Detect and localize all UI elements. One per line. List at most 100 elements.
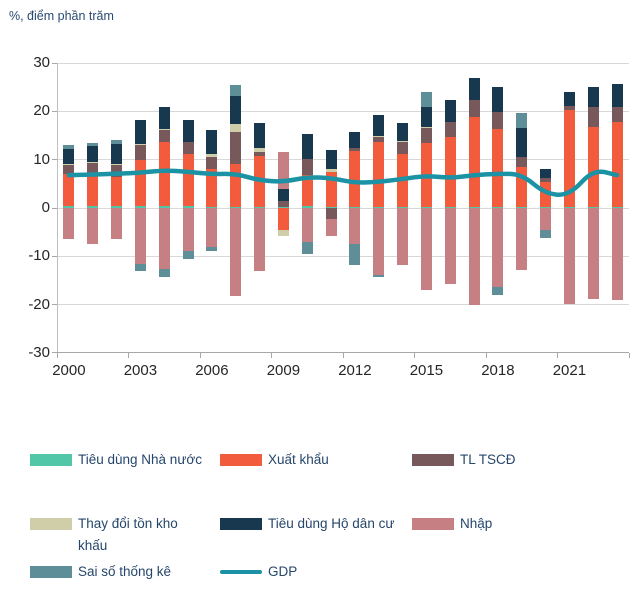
bar-segment: [563, 208, 575, 304]
gridline: [57, 62, 629, 64]
y-axis: [57, 63, 58, 358]
y-axis-tick: [52, 159, 57, 161]
bar-segment: [182, 120, 194, 142]
bar-segment: [397, 208, 409, 266]
bar-segment: [373, 135, 385, 137]
y-axis-label: 0: [41, 199, 50, 216]
bar-segment: [301, 205, 313, 208]
bar-segment: [373, 206, 385, 208]
x-axis-tick: [56, 352, 58, 358]
bar-segment: [611, 208, 623, 301]
bar-segment: [516, 156, 528, 167]
bar-segment: [397, 141, 409, 143]
bar-segment: [111, 139, 123, 145]
x-axis-tick: [628, 352, 630, 358]
bar-segment: [111, 208, 123, 239]
bar-segment: [301, 158, 313, 175]
bar-segment: [587, 87, 599, 107]
bar-segment: [87, 162, 99, 174]
legend-label: Thay đổi tồn kho khấu: [78, 516, 178, 553]
bar-segment: [516, 128, 528, 157]
bar-segment: [158, 106, 170, 129]
legend: Tiêu dùng Nhà nước Xuất khẩu TL TSCĐ Thay đ…: [0, 440, 640, 602]
bar-segment: [325, 172, 337, 207]
bar-segment: [420, 126, 432, 129]
bar-segment: [397, 206, 409, 208]
bar-segment: [87, 173, 99, 207]
bar-segment: [492, 129, 504, 207]
bar-segment: [301, 208, 313, 242]
legend-label: TL TSCĐ: [460, 452, 516, 467]
bar-segment: [420, 206, 432, 208]
bar-segment: [540, 177, 552, 183]
bar-segment: [230, 84, 242, 96]
bar-segment: [516, 113, 528, 129]
bar-segment: [182, 206, 194, 208]
x-axis-tick: [557, 352, 558, 358]
bar-segment: [63, 206, 75, 208]
bar-segment: [134, 263, 146, 271]
bar-segment: [540, 168, 552, 178]
bar-segment: [277, 152, 289, 190]
bar-segment: [134, 145, 146, 161]
bar-segment: [325, 219, 337, 237]
bar-segment: [349, 206, 361, 208]
bar-segment: [420, 106, 432, 127]
y-axis-tick: [52, 352, 57, 354]
legend-label: Sai số thống kê: [78, 564, 172, 579]
bar-segment: [158, 141, 170, 207]
bar-segment: [468, 78, 480, 101]
y-axis-tick: [52, 255, 57, 257]
bar-segment: [540, 230, 552, 239]
y-axis-tick: [52, 304, 57, 306]
legend-swatch: [220, 518, 262, 530]
gridline: [57, 159, 629, 161]
bar-segment: [373, 115, 385, 136]
bar-segment: [254, 156, 266, 207]
y-axis-tick: [52, 207, 57, 209]
bar-segment: [206, 153, 218, 158]
bar-segment: [182, 153, 194, 207]
bar-segment: [230, 131, 242, 164]
bar-segment: [206, 168, 218, 207]
bar-segment: [63, 174, 75, 207]
x-axis-label: 2000: [52, 361, 86, 379]
x-axis-tick: [271, 352, 272, 358]
bar-segment: [420, 128, 432, 144]
y-axis-tick: [52, 62, 57, 64]
x-axis-label: 2003: [123, 361, 158, 379]
x-axis-tick: [485, 352, 487, 358]
bar-segment: [444, 121, 456, 137]
bar-segment: [63, 163, 75, 165]
bar-segment: [563, 110, 575, 207]
bar-segment: [492, 206, 504, 208]
bar-segment: [611, 107, 623, 123]
bar-segment: [444, 208, 456, 284]
bar-segment: [230, 208, 242, 296]
bar-segment: [301, 241, 313, 254]
bar-segment: [563, 92, 575, 106]
legend-swatch: [30, 454, 72, 466]
legend-swatch: [30, 566, 72, 578]
bar-segment: [420, 92, 432, 107]
legend-label: GDP: [268, 564, 298, 579]
legend-label: Tiêu dùng Nhà nước: [78, 452, 202, 467]
bar-segment: [158, 129, 170, 142]
bar-segment: [492, 208, 504, 287]
bar-segment: [492, 87, 504, 112]
bar-segment: [349, 132, 361, 148]
bar-segment: [206, 206, 218, 208]
bar-segment: [87, 142, 99, 146]
bar-segment: [468, 208, 480, 306]
bar-segment: [254, 147, 266, 153]
bar-segment: [444, 206, 456, 208]
x-axis-label: 2018: [481, 361, 515, 379]
legend-label: Tiêu dùng Hộ dân cư: [268, 516, 395, 531]
legend-swatch: [30, 518, 72, 530]
bar-segment: [277, 200, 289, 207]
plot-area: 30 20 10 0 -10 -20 -30 2000 2003 2006 2009 2012 2015…: [28, 54, 630, 379]
bar-segment: [325, 208, 337, 220]
bar-segment: [611, 122, 623, 207]
bar-segment: [563, 206, 575, 208]
bar-segment: [206, 157, 218, 169]
